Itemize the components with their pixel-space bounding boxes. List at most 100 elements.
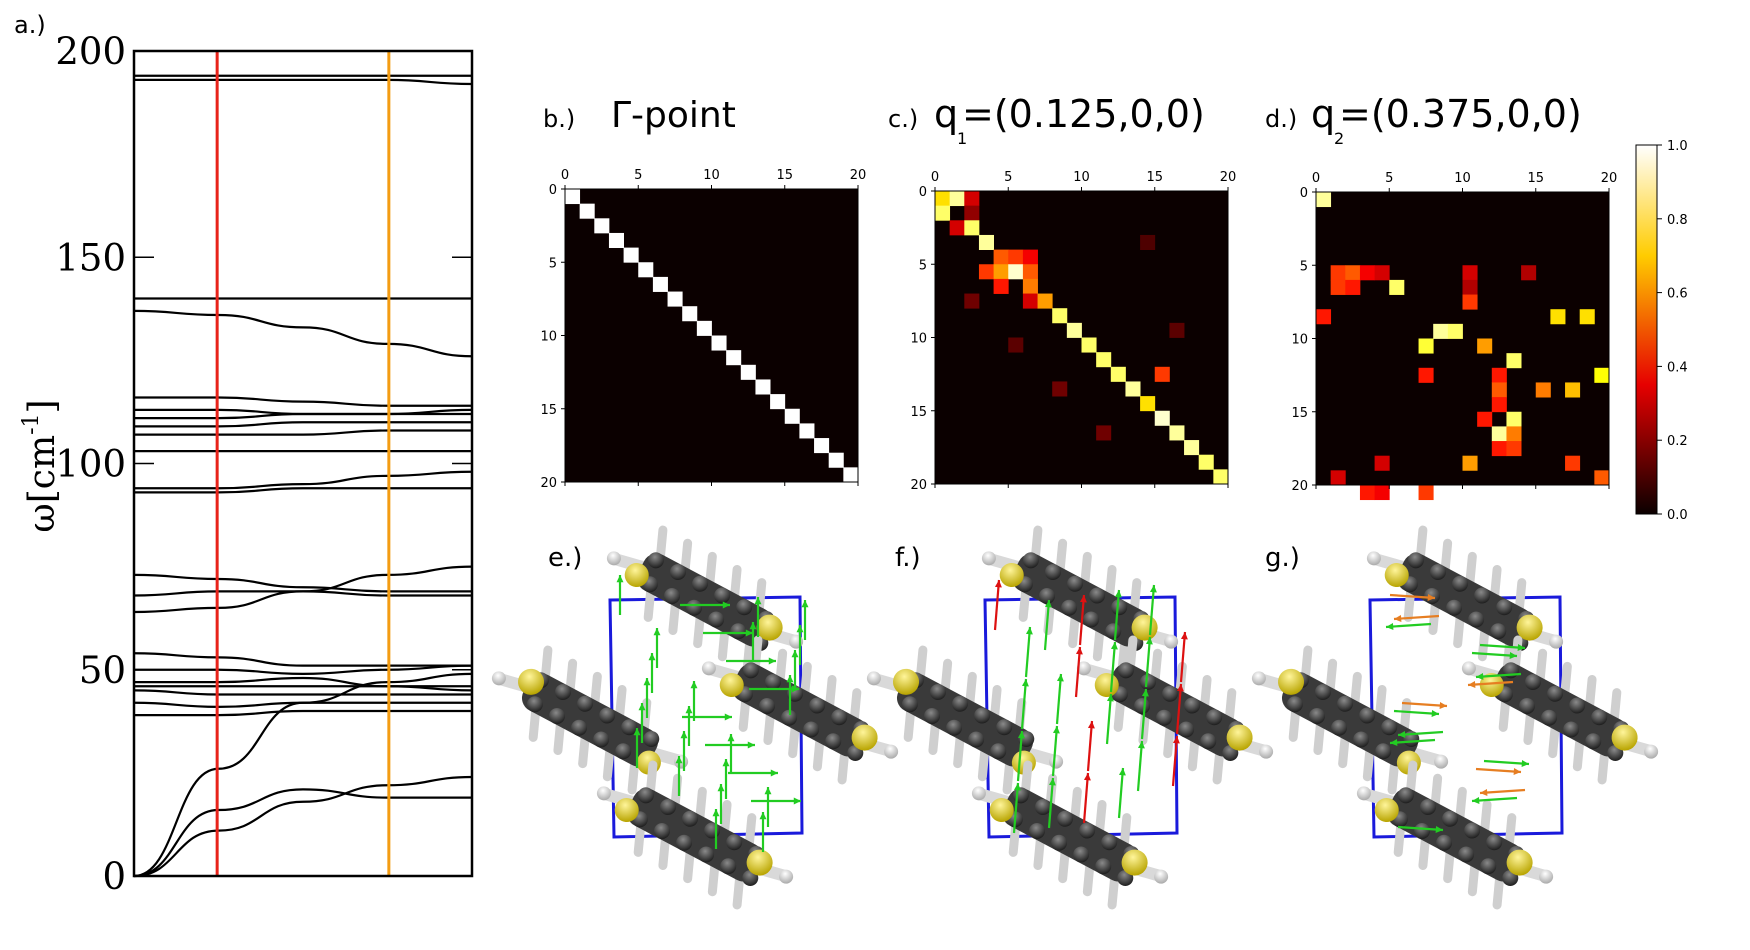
carbon-atom [669,564,686,581]
xtick-label-0: 0 [931,170,939,185]
carbon-atom [659,799,676,816]
heatmap-cell-16-16 [1169,425,1185,441]
displacement-arrow-1-head [1386,623,1394,630]
colorbar-tick-label-3: 0.6 [1667,287,1688,302]
displacement-arrow-15-head [1079,595,1087,603]
carbon-atom [663,588,680,605]
carbon-atom [803,721,820,738]
heatmap-cell-10-11 [1477,338,1493,354]
heatmap-cell-12-19 [1594,367,1610,383]
hydrogen-bond [849,688,862,724]
carbon-atom [730,623,747,640]
displacement-arrow-19-shaft [1012,782,1020,834]
carbon-atom [1541,709,1558,726]
heatmap-cell-17-17 [1184,440,1200,456]
branch-line-9 [133,652,472,667]
xtick-label-2: 10 [703,168,720,183]
branch-line-0 [133,775,473,878]
hydrogen-bond [1043,600,1055,636]
carbon-atom [742,662,759,679]
hydrogen-bond [627,759,640,795]
displacement-arrow-10-shaft [1479,643,1526,650]
branch-line-4 [133,701,472,708]
heatmap-cell-16-13 [1506,426,1522,442]
displacement-arrow-18-head [1172,736,1180,744]
branch-line-17 [133,421,472,428]
carbon-atom [1095,858,1112,875]
heatmap-cell-20-4 [1374,485,1390,501]
hydrogen-bond [643,586,656,622]
molecule-2 [1076,635,1274,785]
carbon-backbone [1386,788,1524,882]
xtick-label-3: 15 [776,168,793,183]
heatmap-cell-13-13 [755,379,771,395]
hydrogen-bond [1560,661,1572,697]
heatmap-cell-14-14 [770,394,786,410]
carbon-backbone [1491,663,1629,757]
carbon-atom [548,708,565,725]
sulfur-atom [1611,724,1638,751]
structure-e [491,525,899,910]
heatmap-cell-3-14 [1140,234,1156,250]
hydrogen-bond [953,733,965,769]
displacement-arrow-10-head [1114,590,1122,598]
hydrogen-atom [1549,634,1564,649]
carbon-atom [1038,588,1055,605]
carbon-atom [831,709,848,726]
molecule-1 [491,645,689,795]
branch-line-12 [133,573,472,593]
carbon-atom [1034,799,1051,816]
heatmap-cell-10-5 [1008,337,1024,353]
displacement-arrow-0-head [1427,594,1435,601]
hydrogen-atom [884,744,899,759]
hydrogen-bond [680,538,693,574]
carbon-atom [1184,697,1201,714]
hydrogen-bond [1095,799,1107,835]
displacement-arrow-18-head [712,809,720,817]
hydrogen-bond [658,835,670,871]
y-axis-label-sup: -1 [19,413,44,434]
carbon-atom [1073,846,1090,863]
carbon-atom [1111,599,1128,616]
hydrogen-bond [1535,648,1548,684]
heatmap-cell-0-2 [964,191,980,207]
title-d-rest: =(0.375,0,0) [1339,92,1582,136]
carbon-atom [946,719,963,736]
hydrogen-bond [720,799,732,835]
heatmap-cell-19-1 [1330,470,1346,486]
branch-line-11 [133,590,472,597]
hydrogen-bond [800,661,812,697]
hydrogen-bond [693,613,705,649]
hydrogen-bond [775,648,788,684]
displacement-arrow-15-shaft [1078,594,1086,646]
carbon-atom [726,834,743,851]
displacement-arrow-4-shaft [1393,709,1440,716]
heatmap-cell-8-16 [1550,309,1566,325]
heatmap-cell-16-16 [799,423,815,439]
displacement-arrow-3-head [1468,681,1476,688]
branch-line-10 [133,565,473,614]
carbon-atom [708,611,725,628]
carbon-atom [1496,599,1513,616]
colorbar-tick-label-0: 0.0 [1667,508,1688,523]
hydrogen-bond [602,746,615,782]
xtick-label-3: 15 [1527,171,1544,186]
carbon-atom [682,810,699,827]
panel-label-b: b.) [543,105,575,133]
branch-line-2 [133,672,473,878]
heatmap-cell-15-11 [1477,411,1493,427]
heatmap-cell-16-11 [1096,425,1112,441]
carbon-atom [974,707,991,724]
heatmap-cell-12-12 [1491,367,1507,383]
heatmap-cell-3-3 [978,234,994,250]
sulfur-atom [1374,798,1399,823]
carbon-backbone [1396,553,1534,647]
heatmap-cell-5-14 [1521,265,1537,281]
carbon-atom [1353,731,1370,748]
displacement-arrow-0-head [994,580,1002,588]
heatmap-cell-12-15 [1154,366,1170,382]
displacement-arrow-10-shaft [1113,589,1121,641]
displacement-arrow-7-head [685,706,693,714]
carbon-atom [698,846,715,863]
panel-label-g: g.) [1265,543,1300,573]
